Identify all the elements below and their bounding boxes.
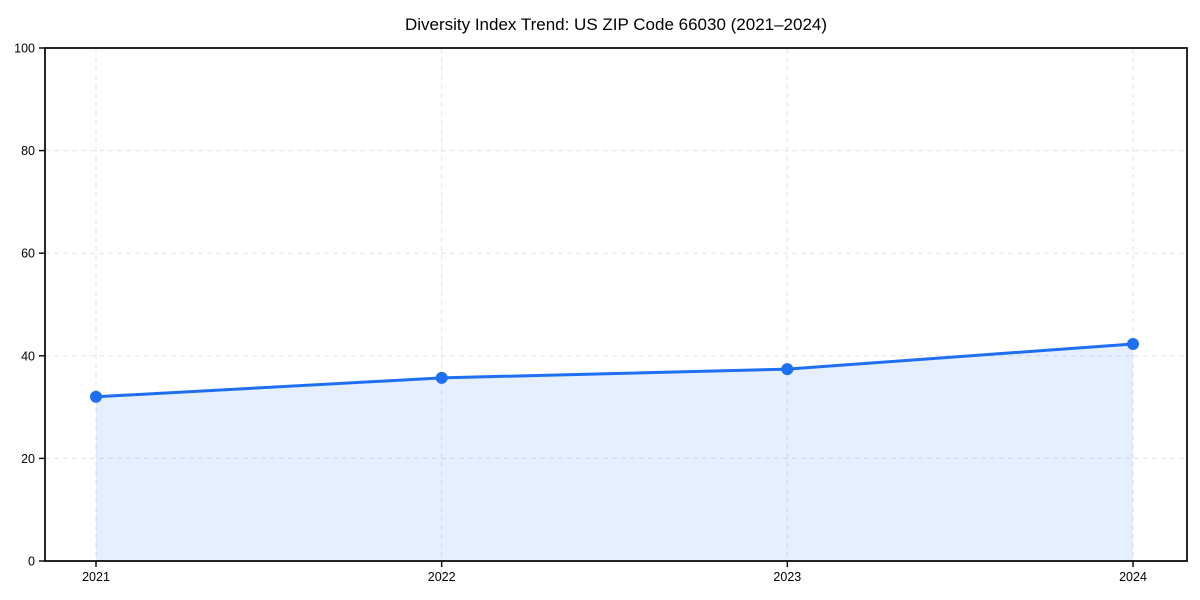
data-point bbox=[781, 363, 794, 376]
line-layer bbox=[94, 342, 1135, 399]
x-tick-label: 2021 bbox=[82, 570, 110, 584]
x-tick-label: 2023 bbox=[773, 570, 801, 584]
data-point bbox=[435, 371, 448, 384]
y-tick-label: 0 bbox=[28, 555, 35, 569]
tick-label-layer: 0 20 40 60 80 100 2021 2022 2023 2024 bbox=[14, 42, 1147, 585]
y-tick-label: 40 bbox=[21, 349, 35, 363]
area-layer bbox=[96, 344, 1133, 561]
data-point bbox=[1127, 338, 1139, 350]
chart-title: Diversity Index Trend: US ZIP Code 66030… bbox=[405, 15, 827, 34]
data-point bbox=[90, 390, 102, 403]
y-tick-label: 100 bbox=[14, 42, 35, 56]
series-area-fill bbox=[96, 344, 1133, 561]
axes-layer bbox=[39, 47, 1188, 567]
x-tick-label: 2022 bbox=[428, 570, 456, 584]
x-tick-label: 2024 bbox=[1119, 570, 1147, 584]
y-tick-label: 20 bbox=[21, 452, 35, 466]
series-line bbox=[94, 342, 1135, 399]
y-tick-label: 80 bbox=[21, 144, 35, 158]
marker-layer bbox=[90, 338, 1139, 403]
grid-layer bbox=[45, 48, 1187, 561]
plot-border bbox=[44, 47, 1188, 562]
y-tick-label: 60 bbox=[21, 247, 35, 261]
